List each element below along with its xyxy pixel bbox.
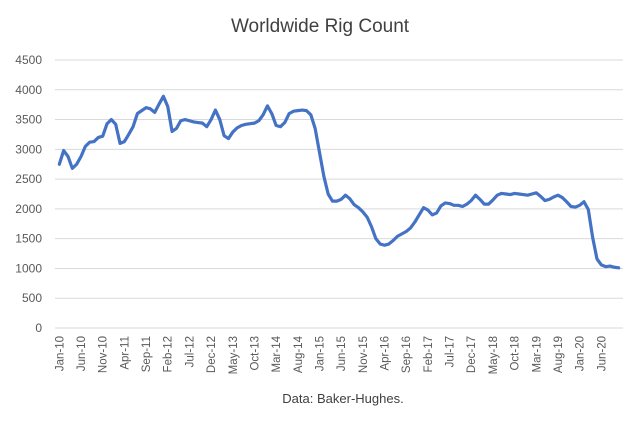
source-note: Data: Baker-Hughes. xyxy=(282,391,403,406)
x-tick-label: Jun-15 xyxy=(336,336,348,371)
x-tick-label: Jan-15 xyxy=(314,336,326,371)
x-tick-label: Apr-16 xyxy=(380,336,392,371)
x-tick-label: Jun-20 xyxy=(596,336,608,371)
x-tick-label: Mar-14 xyxy=(271,335,283,372)
x-tick-label: Oct-18 xyxy=(510,336,522,371)
x-tick-label: Aug-19 xyxy=(553,336,565,373)
y-tick-label: 2500 xyxy=(15,172,42,186)
x-tick-label: Dec-17 xyxy=(466,336,478,373)
x-tick-label: Oct-13 xyxy=(249,336,261,371)
x-tick-label: Jul-17 xyxy=(445,336,457,367)
y-tick-label: 4000 xyxy=(15,83,42,97)
y-tick-label: 4500 xyxy=(15,53,42,67)
chart-title: Worldwide Rig Count xyxy=(231,16,410,37)
y-tick-label: 3500 xyxy=(15,113,42,127)
x-tick-label: Jan-20 xyxy=(575,336,587,371)
y-tick-label: 1500 xyxy=(15,232,42,246)
series-layer xyxy=(57,94,621,270)
x-tick-label: Jul-12 xyxy=(184,336,196,367)
y-tick-label: 1000 xyxy=(15,261,42,275)
gridlines xyxy=(55,59,623,329)
y-tick-label: 2000 xyxy=(15,202,42,216)
series-line-rig-count xyxy=(57,94,621,270)
y-tick-label: 0 xyxy=(35,321,42,335)
x-tick-label: Nov-15 xyxy=(358,336,370,373)
x-tick-label: Feb-17 xyxy=(423,336,435,372)
x-tick-label: Sep-11 xyxy=(141,336,153,372)
x-tick-label: Jun-10 xyxy=(76,336,88,371)
x-tick-label: Mar-19 xyxy=(531,336,543,372)
x-tick-label: Apr-11 xyxy=(119,336,131,370)
x-tick-label: Jan-10 xyxy=(54,336,66,371)
x-tick-label: Feb-12 xyxy=(163,336,175,372)
x-tick-label: Dec-12 xyxy=(206,336,218,373)
x-tick-label: Aug-14 xyxy=(293,335,305,373)
y-axis-tick-labels: 0 500 1000 1500 2000 2500 3000 3500 4000 4500 xyxy=(15,53,42,335)
y-tick-label: 500 xyxy=(22,291,42,305)
x-tick-label: May-13 xyxy=(228,336,240,374)
x-tick-label: Sep-16 xyxy=(401,336,413,373)
x-tick-label: May-18 xyxy=(488,336,500,374)
x-axis-tick-labels: Jan-10 Jun-10 Nov-10 Apr-11 Sep-11 Feb-12 Jul-… xyxy=(54,335,608,374)
y-tick-label: 3000 xyxy=(15,142,42,156)
x-tick-label: Nov-10 xyxy=(98,336,110,373)
